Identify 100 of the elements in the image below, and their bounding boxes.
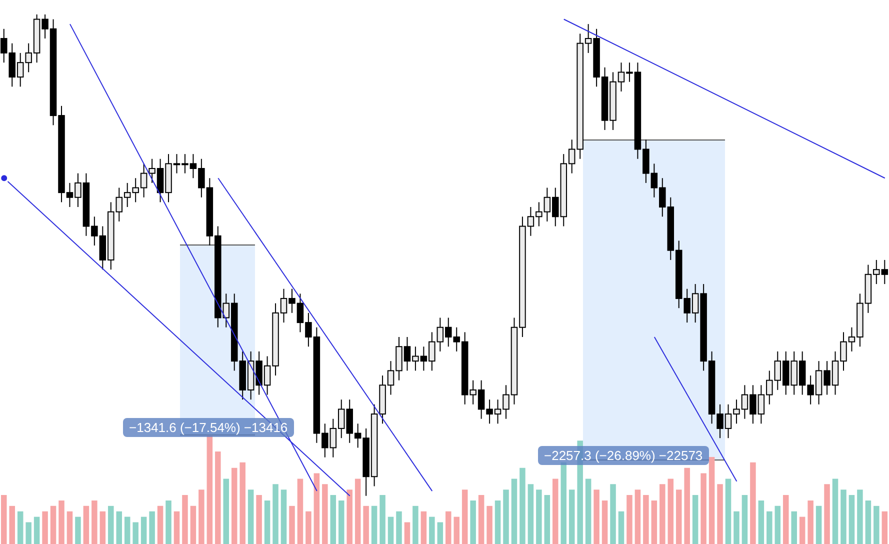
bar [272, 484, 278, 544]
bar [166, 500, 172, 544]
bar [108, 506, 114, 544]
bar [9, 506, 15, 544]
bar [602, 500, 608, 544]
bar [544, 495, 550, 544]
bar [264, 500, 270, 544]
bar [330, 495, 336, 544]
bar [248, 490, 254, 544]
bar [26, 522, 32, 544]
bar [420, 511, 427, 544]
bar [816, 506, 822, 544]
bar [322, 484, 328, 544]
bar [520, 468, 526, 544]
bar [50, 506, 56, 544]
bar [124, 516, 130, 544]
bar [676, 490, 682, 544]
bar [725, 478, 732, 544]
bar [832, 478, 838, 544]
bar [700, 473, 706, 544]
bar [446, 511, 452, 544]
bar [643, 495, 649, 544]
bar [297, 478, 304, 544]
bar [552, 478, 558, 544]
bar [668, 478, 674, 544]
bar [404, 522, 410, 544]
bar [412, 506, 418, 544]
annotation: −2257.3 (−26.89%) −22573 [538, 446, 709, 465]
bar [314, 473, 320, 544]
bar [717, 484, 723, 544]
bar [42, 511, 48, 544]
bar [198, 490, 204, 544]
bar [742, 495, 748, 544]
bar [58, 500, 64, 544]
bar [34, 516, 40, 544]
bar [874, 506, 880, 544]
bar [388, 516, 394, 544]
bar [354, 478, 361, 544]
bar [626, 495, 632, 544]
bar [1, 495, 7, 544]
bar [684, 468, 690, 544]
bar [462, 490, 468, 544]
bar [346, 490, 352, 544]
bar [568, 490, 575, 544]
bar [454, 516, 460, 544]
bar [651, 500, 658, 544]
bar [824, 484, 830, 544]
annotation: −1341.6 (−17.54%) −13416 [123, 418, 294, 437]
bar [429, 516, 435, 544]
bar [92, 500, 98, 544]
bar [182, 495, 188, 544]
bar [857, 490, 863, 544]
bar [782, 495, 789, 544]
bar [240, 462, 246, 544]
bar [17, 511, 24, 544]
bar [791, 511, 797, 544]
bar [692, 495, 698, 544]
bar [865, 500, 872, 544]
bar [256, 495, 262, 544]
bar [840, 490, 846, 544]
bar [338, 500, 344, 544]
bar [66, 511, 73, 544]
bar [560, 462, 567, 544]
bar [116, 511, 122, 544]
bar [750, 462, 756, 544]
bar [536, 490, 542, 544]
bar [594, 490, 600, 544]
bar [215, 452, 221, 544]
bar [882, 511, 888, 544]
bar [371, 506, 378, 544]
bar [190, 506, 196, 544]
bar [618, 511, 624, 544]
bar [396, 511, 402, 544]
bar [634, 490, 641, 544]
bar [478, 495, 484, 544]
bar [280, 490, 287, 544]
bar [528, 484, 534, 544]
bar [132, 522, 138, 544]
bar [149, 511, 155, 544]
bar [437, 522, 444, 544]
bar [503, 490, 509, 544]
bar [83, 506, 90, 544]
bar [486, 506, 492, 544]
bar [363, 506, 369, 544]
bar [231, 468, 238, 544]
bar [774, 506, 781, 544]
bar [206, 435, 213, 544]
bar [100, 511, 106, 544]
bar [848, 495, 855, 544]
bar [174, 511, 180, 544]
bar [140, 516, 147, 544]
bar [75, 516, 81, 544]
bar [470, 500, 476, 544]
bar [660, 484, 666, 544]
bar [610, 484, 616, 544]
bar [758, 500, 764, 544]
bar [511, 478, 518, 544]
bar [157, 506, 164, 544]
bar [799, 516, 806, 544]
bar [223, 478, 230, 544]
